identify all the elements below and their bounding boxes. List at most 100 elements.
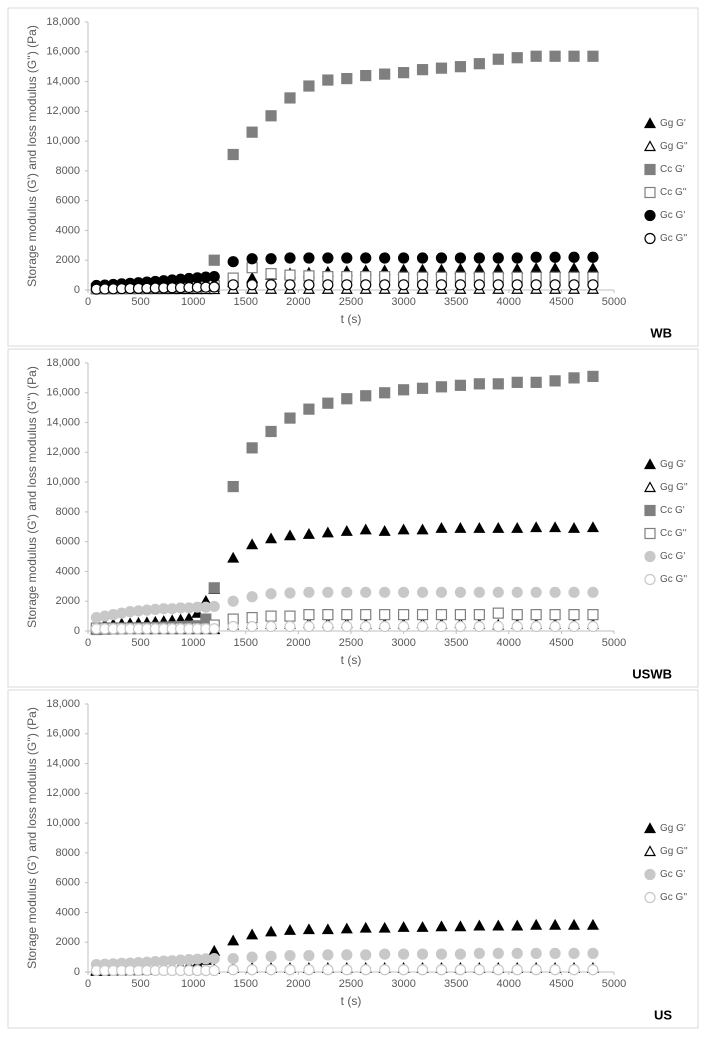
marker-square [341, 609, 353, 621]
x-tick-label: 1000 [181, 637, 205, 649]
marker-circle [284, 964, 296, 976]
marker-circle [454, 586, 467, 598]
marker-triangle [549, 918, 562, 930]
y-tick-label: 18,000 [46, 698, 80, 710]
marker-circle [530, 620, 542, 633]
marker-circle [360, 279, 372, 291]
y-axis-label: Storage modulus (G') and loss modulus (G… [25, 25, 39, 287]
marker-triangle [378, 921, 391, 933]
marker-triangle [435, 522, 448, 533]
marker-circle [246, 253, 258, 265]
marker-square [379, 609, 391, 621]
marker-triangle [568, 522, 581, 533]
marker-circle [587, 947, 599, 959]
marker-circle [549, 947, 561, 959]
marker-circle [568, 620, 580, 633]
x-tick-label: 1500 [234, 296, 258, 308]
marker-circle [303, 252, 315, 264]
x-tick-label: 3000 [391, 978, 415, 990]
marker-square [568, 372, 580, 384]
marker-square [322, 74, 334, 86]
legend-marker [644, 232, 656, 245]
marker-circle [568, 251, 580, 263]
marker-circle [416, 279, 429, 291]
marker-circle [416, 620, 429, 633]
legend-marker [644, 573, 656, 586]
marker-triangle [586, 262, 599, 274]
marker-circle [303, 586, 315, 598]
marker-triangle [359, 523, 372, 535]
marker-square [473, 378, 485, 390]
marker-circle [341, 279, 353, 291]
marker-circle [435, 948, 448, 960]
marker-square [530, 50, 542, 62]
marker-square [435, 62, 448, 74]
x-tick-label: 3500 [444, 978, 468, 990]
marker-circle [398, 948, 410, 960]
marker-circle [341, 620, 353, 633]
marker-circle [379, 620, 391, 633]
marker-circle [530, 964, 542, 976]
y-tick-label: 0 [74, 284, 80, 296]
chart-panel: 0 2000 4000 6000 8000 10,000 12,000 14,000 16,00… [7, 348, 699, 688]
x-tick-label: 4000 [497, 296, 521, 308]
marker-circle [568, 947, 580, 959]
marker-square [341, 393, 353, 405]
marker-circle [492, 586, 504, 598]
marker-circle [265, 950, 277, 962]
marker-circle [303, 279, 315, 291]
y-tick-label: 10,000 [46, 135, 80, 147]
marker-circle [549, 620, 561, 633]
marker-circle [549, 964, 561, 976]
marker-triangle [530, 918, 543, 930]
marker-triangle [586, 918, 599, 930]
y-tick-label: 16,000 [46, 728, 80, 740]
x-tick-label: 0 [85, 296, 91, 308]
marker-circle [208, 271, 220, 283]
marker-circle [398, 620, 410, 633]
legend-label: Cc G' [660, 505, 685, 516]
marker-circle [379, 586, 391, 598]
marker-circle [322, 949, 334, 961]
legend-marker [644, 527, 656, 540]
marker-triangle [359, 921, 372, 933]
marker-circle [208, 964, 220, 977]
y-tick-label: 2000 [56, 595, 80, 607]
marker-square [568, 609, 580, 621]
marker-circle [379, 948, 391, 960]
marker-circle [265, 964, 277, 976]
marker-circle [227, 279, 239, 291]
marker-circle [360, 964, 372, 976]
panel-label: US [654, 1007, 672, 1022]
marker-circle [473, 964, 485, 976]
legend-label: Gc G' [660, 210, 685, 221]
x-tick-label: 5000 [602, 978, 626, 990]
marker-square [360, 69, 372, 82]
legend-label: Cc G'' [660, 187, 687, 198]
y-tick-label: 2000 [56, 254, 80, 266]
marker-triangle [454, 522, 467, 533]
marker-circle [435, 620, 448, 633]
marker-circle [568, 279, 580, 291]
marker-triangle [511, 919, 524, 931]
x-tick-label: 3500 [444, 637, 468, 649]
marker-circle [473, 620, 485, 633]
marker-circle [379, 964, 391, 976]
marker-circle [416, 586, 429, 598]
marker-circle [360, 620, 372, 633]
x-tick-label: 2000 [286, 637, 310, 649]
marker-circle [360, 949, 372, 961]
marker-square [454, 61, 467, 73]
marker-square [473, 609, 485, 621]
marker-square [511, 609, 523, 621]
marker-circle [341, 586, 353, 598]
legend-label: Gg G'' [660, 141, 688, 152]
marker-triangle [492, 919, 505, 931]
marker-square [398, 67, 410, 79]
x-tick-label: 4500 [549, 978, 573, 990]
legend-label: Gg G'' [660, 482, 688, 493]
marker-circle [530, 251, 542, 263]
marker-circle [416, 964, 429, 976]
marker-circle [322, 252, 334, 264]
